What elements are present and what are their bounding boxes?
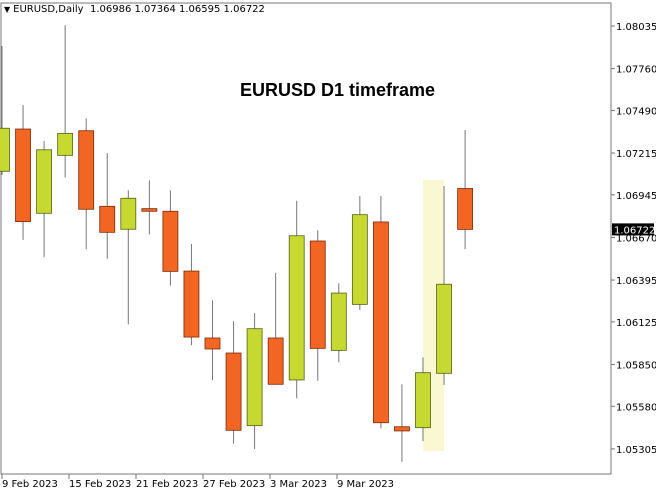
chart-header: ▼ EURUSD,Daily 1.06986 1.07364 1.06595 1.… [4,4,265,15]
bear-candle [372,221,389,424]
current-price-label: 1.06722 [614,225,655,236]
bear-candle [183,270,200,338]
x-tick-label: 3 Mar 2023 [270,479,327,490]
y-tick-label: 1.08035 [616,22,656,33]
bull-candle [0,127,10,172]
bear-candle [204,337,221,350]
bear-candle [78,130,95,210]
y-tick-label: 1.07215 [616,149,656,160]
current-price-tag [612,223,654,236]
plot-frame [0,2,612,475]
bull-candle [57,132,74,156]
y-tick-label: 1.07490 [616,106,656,117]
bull-candle [246,328,263,427]
bear-candle [309,240,326,349]
x-tick-label: 15 Feb 2023 [69,479,131,490]
y-tick-label: 1.05850 [616,360,656,371]
bear-candle [141,208,158,212]
x-tick-label: 9 Mar 2023 [337,479,394,490]
chart-title: EURUSD D1 timeframe [240,80,436,100]
bear-candle [15,128,31,223]
y-tick-label: 1.05305 [616,445,656,456]
bull-candle [351,214,368,305]
bull-candle [436,283,452,374]
ohlc-label: 1.06986 1.07364 1.06595 1.06722 [89,4,265,15]
bear-candle [267,337,284,385]
bear-candle [457,188,474,230]
bear-candle [225,352,242,431]
y-tick-label: 1.07760 [616,65,656,76]
y-tick-label: 1.06945 [616,191,656,202]
bull-candle [36,149,52,214]
bear-candle [162,210,179,272]
x-tick-label: 27 Feb 2023 [203,479,265,490]
x-tick-label: 9 Feb 2023 [2,479,58,490]
bull-candle [120,197,137,230]
y-tick-label: 1.06670 [616,233,656,244]
triangle-down-icon[interactable]: ▼ [4,5,11,14]
bull-candle [288,235,305,381]
y-tick-label: 1.06395 [616,276,656,287]
y-tick-label: 1.05580 [616,402,656,413]
y-tick-label: 1.06125 [616,318,656,329]
x-tick-label: 21 Feb 2023 [136,479,198,490]
bear-candle [99,205,116,233]
symbol-label: EURUSD,Daily [13,4,84,15]
bull-candle [330,292,347,351]
bear-candle [394,426,410,432]
bull-candle [415,372,431,429]
